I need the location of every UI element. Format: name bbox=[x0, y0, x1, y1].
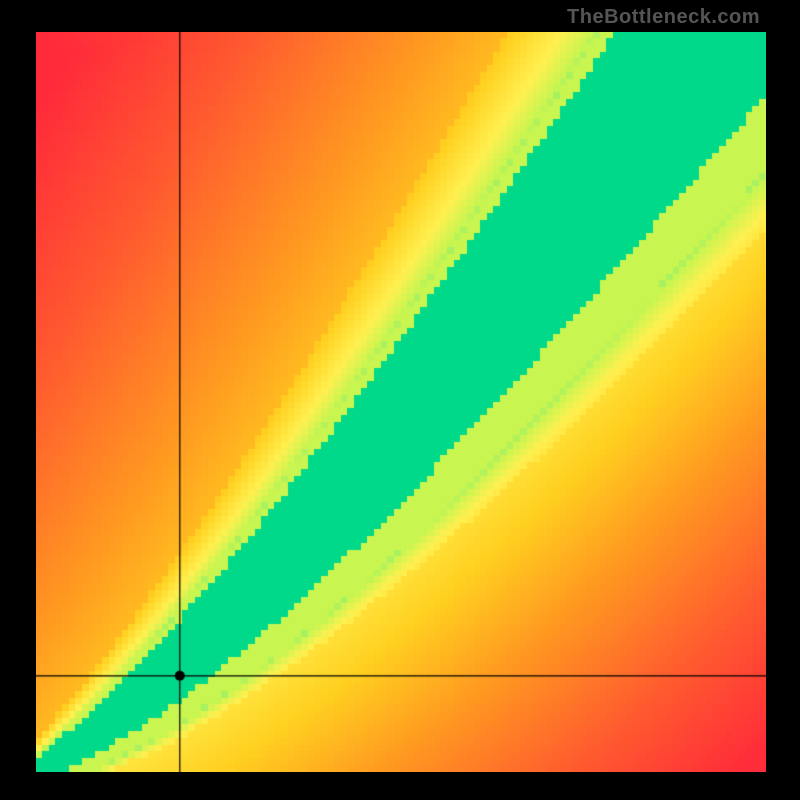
bottleneck-heatmap bbox=[36, 32, 766, 772]
watermark: TheBottleneck.com bbox=[567, 6, 760, 29]
plot-area bbox=[36, 32, 766, 772]
chart-container: TheBottleneck.com bbox=[0, 0, 800, 800]
